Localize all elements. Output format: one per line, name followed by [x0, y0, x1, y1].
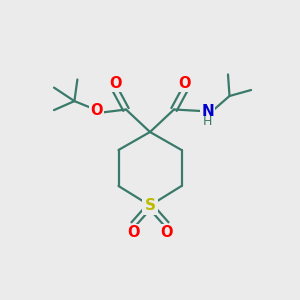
Text: O: O — [109, 76, 122, 91]
Text: S: S — [145, 198, 155, 213]
Text: O: O — [178, 76, 191, 91]
Text: O: O — [90, 103, 103, 118]
Text: O: O — [160, 225, 173, 240]
Text: N: N — [201, 104, 214, 119]
Text: H: H — [203, 115, 212, 128]
Text: O: O — [127, 225, 140, 240]
